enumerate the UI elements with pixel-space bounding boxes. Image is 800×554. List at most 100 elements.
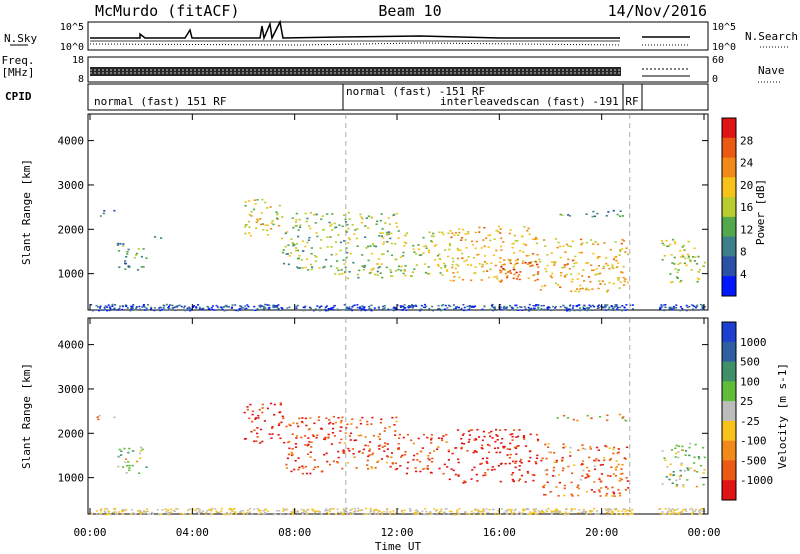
echo-cell	[131, 464, 134, 467]
echo-cell	[568, 268, 571, 270]
echo-cell	[377, 266, 380, 269]
echo-cell	[571, 278, 574, 281]
ground-scatter-cell	[141, 306, 144, 308]
echo-cell	[371, 243, 375, 245]
echo-cell	[586, 476, 589, 478]
echo-cell	[376, 270, 379, 273]
echo-cell	[451, 232, 454, 235]
ground-scatter-cell	[110, 513, 113, 516]
echo-cell	[373, 245, 376, 247]
echo-cell	[320, 470, 323, 473]
echo-cell	[433, 245, 436, 247]
ground-scatter-cell	[439, 308, 442, 311]
echo-cell	[260, 212, 263, 214]
echo-cell	[619, 477, 622, 480]
ground-scatter-cell	[178, 304, 181, 306]
echo-cell	[288, 255, 291, 257]
ground-scatter-cell	[443, 308, 446, 310]
echo-cell	[681, 254, 684, 257]
ground-scatter-cell	[700, 309, 703, 311]
echo-cell	[681, 445, 684, 448]
ground-scatter-cell	[468, 305, 471, 307]
ground-scatter-cell	[569, 310, 572, 312]
ground-scatter-cell	[447, 512, 450, 515]
ground-scatter-cell	[200, 511, 203, 514]
echo-cell	[438, 231, 441, 234]
ground-scatter-cell	[345, 307, 348, 310]
ground-scatter-cell	[691, 513, 694, 515]
echo-cell	[525, 255, 528, 257]
echo-cell	[308, 441, 311, 443]
ground-scatter-cell	[95, 513, 98, 516]
ground-scatter-cell	[585, 510, 588, 513]
echo-cell	[126, 253, 129, 255]
echo-cell	[598, 477, 601, 480]
echo-cell	[313, 466, 317, 468]
ground-scatter-cell	[183, 309, 186, 312]
ground-scatter-cell	[528, 308, 531, 311]
ground-scatter-cell	[632, 308, 634, 310]
echo-cell	[397, 442, 400, 445]
echo-cell	[366, 420, 369, 423]
echo-cell	[621, 417, 624, 419]
ground-scatter-cell	[205, 513, 208, 516]
ground-scatter-cell	[113, 511, 116, 513]
ground-scatter-cell	[624, 309, 627, 311]
ground-scatter-cell	[104, 508, 107, 510]
ground-scatter-cell	[184, 513, 187, 516]
ground-scatter-cell	[224, 309, 227, 312]
ground-scatter-cell	[458, 512, 461, 515]
echo-cell	[379, 219, 382, 222]
ground-scatter-cell	[121, 510, 124, 512]
echo-cell	[490, 430, 493, 433]
ground-scatter-cell	[617, 510, 620, 512]
echo-cell	[562, 245, 565, 247]
echo-cell	[703, 261, 706, 264]
echo-cell	[327, 437, 330, 439]
echo-cell	[430, 240, 433, 242]
x-tick-label: 00:00	[73, 526, 106, 539]
echo-cell	[381, 446, 384, 448]
echo-cell	[355, 467, 358, 469]
echo-cell	[567, 214, 570, 216]
ground-scatter-cell	[324, 308, 327, 311]
echo-cell	[262, 229, 265, 231]
ground-scatter-cell	[690, 304, 693, 306]
echo-cell	[682, 244, 685, 247]
ground-scatter-cell	[313, 514, 315, 516]
ground-scatter-cell	[491, 303, 494, 306]
echo-cell	[513, 252, 516, 254]
ground-scatter-cell	[226, 513, 229, 515]
ground-scatter-cell	[441, 304, 443, 307]
ground-scatter-cell	[534, 513, 537, 515]
echo-cell	[514, 240, 517, 242]
ground-scatter-cell	[169, 512, 172, 514]
echo-cell	[296, 422, 299, 425]
ground-scatter-cell	[416, 510, 419, 513]
echo-cell	[391, 416, 394, 419]
echo-cell	[621, 271, 624, 274]
echo-cell	[623, 457, 626, 459]
ground-scatter-cell	[196, 511, 199, 514]
echo-cell	[483, 226, 486, 229]
echo-cell	[497, 225, 500, 228]
ground-scatter-cell	[251, 513, 254, 516]
echo-cell	[460, 437, 463, 440]
ground-scatter-cell	[434, 510, 437, 512]
echo-cell	[534, 260, 537, 263]
echo-cell	[352, 453, 355, 455]
echo-cell	[422, 236, 425, 239]
ground-scatter-cell	[510, 306, 513, 308]
ground-scatter-cell	[664, 304, 667, 306]
echo-cell	[693, 260, 696, 262]
echo-cell	[290, 453, 294, 455]
echo-cell	[596, 212, 599, 215]
echo-cell	[323, 438, 326, 440]
echo-cell	[689, 260, 692, 263]
echo-cell	[606, 289, 610, 292]
ground-scatter-cell	[510, 512, 513, 514]
echo-cell	[565, 273, 568, 276]
echo-cell	[301, 250, 305, 252]
echo-cell	[597, 273, 600, 275]
echo-cell	[431, 241, 434, 243]
